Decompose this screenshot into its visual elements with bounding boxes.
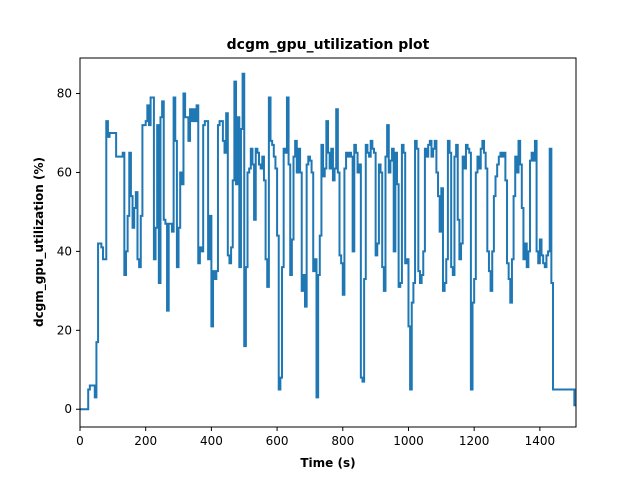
x-tick-label: 200 [134, 434, 157, 448]
x-tick-label: 400 [200, 434, 223, 448]
x-axis-label: Time (s) [300, 456, 355, 470]
y-tick-label: 20 [57, 323, 72, 337]
x-tick-label: 600 [266, 434, 289, 448]
x-tick-label: 1200 [459, 434, 490, 448]
y-tick-label: 60 [57, 165, 72, 179]
x-tick-label: 0 [76, 434, 84, 448]
y-axis-label: dcgm_gpu_utilization (%) [32, 157, 47, 327]
series-line [80, 72, 576, 411]
y-axis: 0 20 40 60 80 [57, 87, 80, 416]
x-tick-label: 1400 [525, 434, 556, 448]
x-axis: 0 200 400 600 800 1000 1200 1400 [76, 427, 555, 448]
x-tick-label: 1000 [393, 434, 424, 448]
plot-area [80, 72, 576, 411]
plot-frame [79, 57, 577, 428]
x-tick-label: 800 [331, 434, 354, 448]
y-tick-label: 40 [57, 244, 72, 258]
y-tick-label: 0 [64, 402, 72, 416]
chart-title: dcgm_gpu_utilization plot [227, 37, 430, 53]
y-tick-label: 80 [57, 87, 72, 101]
